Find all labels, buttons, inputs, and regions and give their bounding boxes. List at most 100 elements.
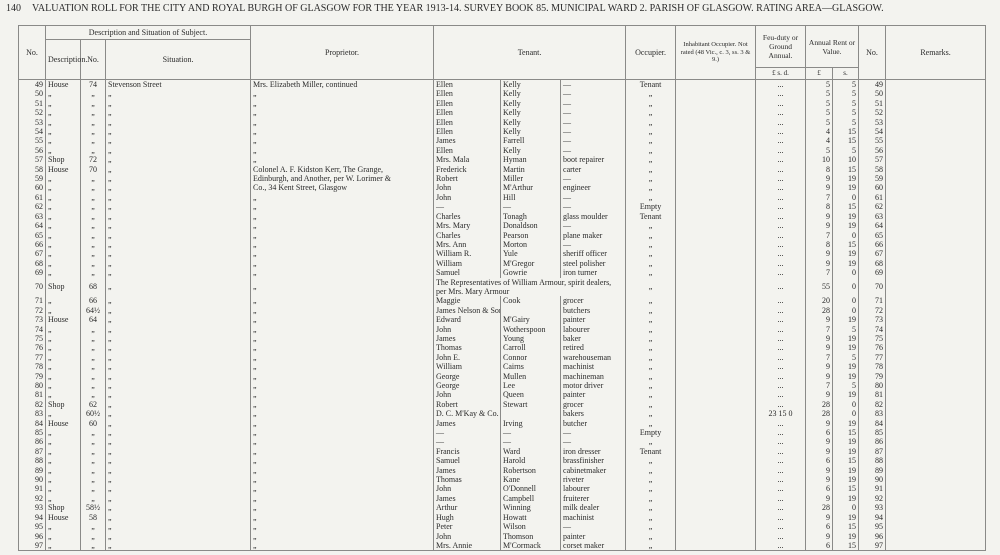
tenant-occupation: — bbox=[560, 79, 627, 90]
rent-shillings: 5 bbox=[832, 79, 860, 90]
situation: „ bbox=[104, 428, 252, 438]
situation: „ bbox=[104, 258, 252, 269]
tenant-occupation: cabinetmaker bbox=[560, 465, 627, 476]
rent-pounds: 8 bbox=[805, 239, 834, 250]
rent-pounds: 9 bbox=[805, 465, 834, 476]
remarks bbox=[885, 117, 987, 128]
street-number: „ bbox=[80, 136, 106, 146]
tenant-occupation: steel polisher bbox=[560, 258, 627, 269]
feu-duty: ... bbox=[755, 352, 807, 363]
row-number: 54 bbox=[18, 127, 46, 137]
rent-shillings: 15 bbox=[832, 136, 860, 146]
street-number: „ bbox=[80, 174, 106, 184]
tenant-first-name: James Nelson & Son, Ltd. bbox=[433, 305, 502, 316]
situation: „ bbox=[104, 127, 252, 137]
situation: „ bbox=[104, 305, 252, 316]
rent-pounds: 10 bbox=[805, 155, 834, 165]
row-number: 71 bbox=[18, 296, 46, 306]
occupier: „ bbox=[625, 437, 677, 447]
rent-pounds: 9 bbox=[805, 418, 834, 429]
table-row: 81 „ „ „ „ John Queen painter „... 9 19 81 bbox=[18, 390, 987, 400]
remarks bbox=[885, 428, 987, 438]
proprietor: „ bbox=[250, 352, 435, 363]
occupier: „ bbox=[625, 145, 677, 156]
street-number: 64 bbox=[80, 315, 106, 325]
row-number: 50 bbox=[18, 89, 46, 99]
description: „ bbox=[45, 127, 81, 137]
table-row: 50 „ „ „ „ Ellen Kelly — „... 5 5 50 bbox=[18, 89, 987, 99]
table-row: 82 Shop 62 „ „ Robert Stewart grocer „... 28 0 82 bbox=[18, 399, 987, 410]
occupier: Tenant bbox=[625, 446, 677, 457]
description: Shop bbox=[45, 399, 81, 410]
feu-duty: ... bbox=[755, 202, 807, 212]
row-number-right: 90 bbox=[858, 475, 887, 485]
inhabitant-occupier bbox=[675, 202, 757, 212]
tenant-occupation: — bbox=[560, 202, 627, 212]
row-number: 83 bbox=[18, 409, 46, 419]
occupier: „ bbox=[625, 221, 677, 231]
tenant-surname: Pearson bbox=[500, 230, 562, 240]
rent-shillings: 19 bbox=[832, 390, 860, 400]
rent-shillings: 19 bbox=[832, 371, 860, 381]
rent-shillings: 5 bbox=[832, 108, 860, 118]
proprietor: „ bbox=[250, 512, 435, 523]
unit-header: £ s. d. bbox=[755, 67, 807, 80]
rent-pounds: 9 bbox=[805, 475, 834, 485]
row-number: 63 bbox=[18, 211, 46, 222]
column-header: Tenant. bbox=[433, 25, 627, 80]
street-number: „ bbox=[80, 484, 106, 494]
row-number: 68 bbox=[18, 258, 46, 269]
occupier: „ bbox=[625, 136, 677, 146]
description: „ bbox=[45, 145, 81, 156]
feu-duty: ... bbox=[755, 192, 807, 203]
row-number-right: 66 bbox=[858, 239, 887, 250]
tenant-first-name: William bbox=[433, 258, 502, 269]
rent-pounds: 28 bbox=[805, 305, 834, 316]
tenant-surname: Winning bbox=[500, 503, 562, 513]
row-number-right: 89 bbox=[858, 465, 887, 476]
row-number: 84 bbox=[18, 418, 46, 429]
remarks bbox=[885, 136, 987, 146]
tenant-surname: M'Gregor bbox=[500, 258, 562, 269]
proprietor: „ bbox=[250, 89, 435, 99]
tenant-occupation: — bbox=[560, 428, 627, 438]
street-number: 62 bbox=[80, 399, 106, 410]
street-number: „ bbox=[80, 540, 106, 552]
remarks bbox=[885, 484, 987, 494]
situation: „ bbox=[104, 484, 252, 494]
page-number: 140 bbox=[6, 3, 21, 14]
rent-pounds: 6 bbox=[805, 522, 834, 532]
unit-header: £ bbox=[805, 67, 834, 80]
tenant-occupation: iron turner bbox=[560, 268, 627, 278]
table-row: 80 „ „ „ „ George Lee motor driver „... 7 5 80 bbox=[18, 381, 987, 391]
situation: „ bbox=[104, 503, 252, 513]
situation: „ bbox=[104, 108, 252, 118]
feu-duty: ... bbox=[755, 117, 807, 128]
rent-shillings: 0 bbox=[832, 296, 860, 306]
tenant-occupation: machinist bbox=[560, 512, 627, 523]
feu-duty: ... bbox=[755, 531, 807, 541]
tenant-surname: Miller bbox=[500, 174, 562, 184]
tenant-occupation: — bbox=[560, 98, 627, 109]
description: „ bbox=[45, 522, 81, 532]
proprietor: „ bbox=[250, 277, 435, 297]
tenant-first-name: George bbox=[433, 371, 502, 381]
street-number: „ bbox=[80, 437, 106, 447]
tenant-occupation: — bbox=[560, 221, 627, 231]
situation: „ bbox=[104, 192, 252, 203]
occupier: „ bbox=[625, 89, 677, 99]
street-number: „ bbox=[80, 531, 106, 541]
row-number-right: 84 bbox=[858, 418, 887, 429]
street-number: 58 bbox=[80, 512, 106, 523]
feu-duty: ... bbox=[755, 155, 807, 165]
row-number-right: 92 bbox=[858, 493, 887, 504]
street-number: „ bbox=[80, 381, 106, 391]
rent-pounds: 7 bbox=[805, 324, 834, 334]
tenant-first-name: Ellen bbox=[433, 145, 502, 156]
row-number: 85 bbox=[18, 428, 46, 438]
tenant-first-name: Ellen bbox=[433, 117, 502, 128]
column-header: Description. bbox=[45, 39, 87, 80]
tenant-occupation: carter bbox=[560, 164, 627, 175]
rent-pounds: 28 bbox=[805, 399, 834, 410]
rent-shillings: 19 bbox=[832, 418, 860, 429]
